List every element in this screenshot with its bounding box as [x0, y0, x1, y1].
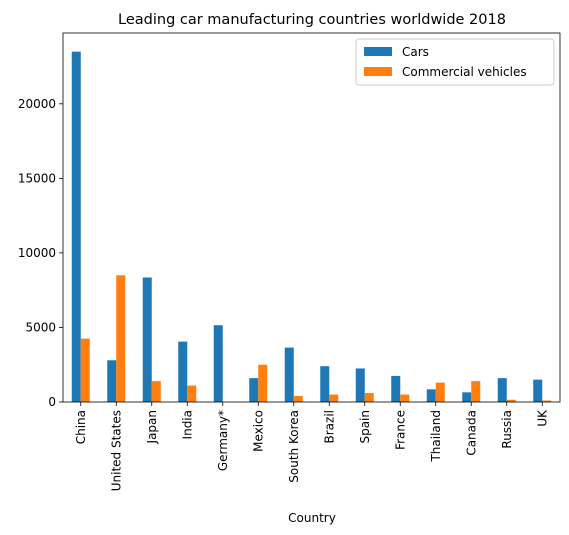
bar-cars-7: [320, 366, 330, 402]
bar-cars-0: [71, 51, 81, 403]
x-tick-label: Mexico: [251, 410, 265, 452]
bar-commercial-9: [400, 394, 410, 402]
bar-cars-5: [249, 378, 259, 402]
bar-commercial-13: [542, 400, 552, 402]
bar-cars-4: [213, 325, 223, 402]
bar-cars-2: [142, 277, 152, 402]
bar-commercial-1: [116, 275, 126, 402]
legend-box: [355, 38, 555, 86]
bars-group: [71, 51, 552, 403]
bar-commercial-5: [258, 364, 268, 402]
x-tick-label: Spain: [358, 410, 372, 444]
bar-cars-1: [107, 360, 117, 402]
x-axis: China United States Japan India Germany* Mexi…: [74, 402, 549, 491]
chart-title: Leading car manufacturing countries worl…: [118, 12, 506, 28]
legend: Cars Commercial vehicles: [355, 38, 555, 86]
legend-label-commercial: Commercial vehicles: [402, 65, 527, 79]
x-tick-label: UK: [535, 409, 549, 427]
x-tick-label: South Korea: [287, 410, 301, 483]
bar-cars-9: [391, 375, 401, 402]
bar-cars-8: [355, 368, 365, 402]
bar-commercial-10: [435, 382, 445, 402]
x-tick-label: France: [393, 410, 407, 450]
bar-commercial-11: [471, 381, 481, 402]
y-tick-label: 15000: [18, 171, 56, 185]
y-tick-label: 0: [48, 395, 56, 409]
bar-commercial-8: [364, 393, 374, 402]
x-axis-title: Country: [288, 511, 336, 525]
x-tick-label: Russia: [500, 410, 514, 449]
bar-cars-13: [533, 379, 543, 402]
y-axis: 0 5000 10000 15000 20000: [18, 97, 63, 409]
x-tick-label: India: [180, 410, 194, 439]
x-tick-label: Brazil: [322, 410, 336, 444]
legend-swatch-cars: [364, 47, 392, 56]
legend-swatch-commercial: [364, 67, 392, 76]
x-tick-label: Canada: [464, 410, 478, 456]
x-tick-label: United States: [109, 410, 123, 491]
x-tick-label: Thailand: [429, 410, 443, 463]
bar-commercial-7: [329, 394, 339, 402]
bar-cars-11: [462, 392, 472, 402]
x-tick-label: Germany*: [216, 410, 230, 471]
y-tick-label: 20000: [18, 97, 56, 111]
x-tick-label: China: [74, 410, 88, 444]
bar-cars-12: [497, 378, 507, 402]
bar-cars-10: [426, 389, 436, 402]
bar-commercial-6: [293, 396, 303, 402]
bar-commercial-0: [80, 338, 90, 402]
bar-commercial-12: [506, 399, 516, 402]
bar-cars-3: [178, 341, 188, 402]
bar-commercial-2: [151, 381, 161, 402]
x-tick-label: Japan: [145, 410, 159, 444]
bar-cars-6: [284, 347, 294, 402]
y-tick-label: 10000: [18, 246, 56, 260]
y-tick-label: 5000: [25, 320, 56, 334]
plot-frame: [62, 32, 561, 403]
legend-label-cars: Cars: [402, 45, 429, 59]
bar-commercial-3: [187, 385, 197, 402]
